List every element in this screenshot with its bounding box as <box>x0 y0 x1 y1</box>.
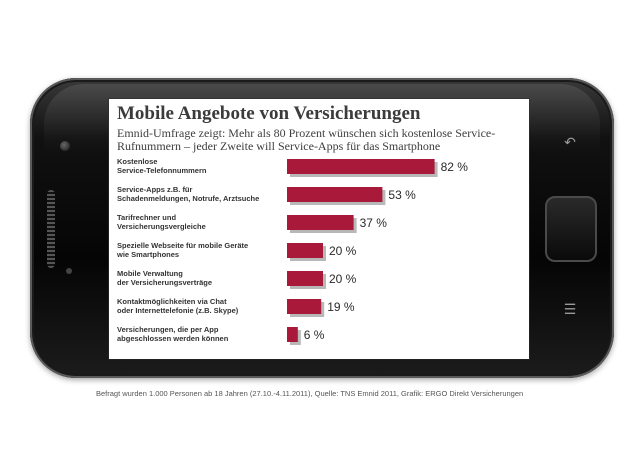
bar <box>287 327 298 342</box>
phone-screen: Mobile Angebote von Versicherungen Emnid… <box>108 98 530 360</box>
value-label: 19 % <box>327 300 355 314</box>
bar <box>287 215 354 230</box>
source-footnote: Befragt wurden 1.000 Personen ab 18 Jahr… <box>96 389 524 398</box>
category-label: Spezielle Webseite für mobile Geräte wie … <box>116 241 248 259</box>
camera-icon <box>60 141 70 151</box>
value-label: 82 % <box>441 160 469 174</box>
bar <box>287 271 323 286</box>
bar-chart: Kostenlose Service-Telefonnummern 82 % Serv… <box>116 157 469 345</box>
bar <box>287 187 383 202</box>
home-button <box>545 196 597 262</box>
category-label: Kontaktmöglichkeiten via Chat oder Intern… <box>117 297 239 315</box>
bar <box>287 243 323 258</box>
value-label: 37 % <box>360 216 388 230</box>
value-label: 20 % <box>329 244 357 258</box>
category-label: Versicherungen, die per App abgeschlossen… <box>117 325 229 343</box>
value-label: 53 % <box>388 188 416 202</box>
smartphone-frame: ↶ ☰ Mobile Angebote von Versicherungen E… <box>30 78 614 378</box>
category-label: Mobile Verwaltung der Versicherungsverträ… <box>117 269 212 287</box>
chart-subtitle: Emnid-Umfrage zeigt: Mehr als 80 Prozent… <box>117 126 496 153</box>
chart-title: Mobile Angebote von Versicherungen <box>117 103 421 124</box>
category-label: Kostenlose Service-Telefonnummern <box>117 157 207 175</box>
bar <box>287 299 322 314</box>
value-label: 6 % <box>304 328 325 342</box>
category-label: Service-Apps z.B. für Schadenmeldungen, N… <box>117 185 259 203</box>
menu-icon: ☰ <box>563 301 577 317</box>
back-icon: ↶ <box>564 134 576 150</box>
bar <box>287 159 435 174</box>
sensor-icon <box>66 268 72 274</box>
speaker-grille <box>47 190 55 268</box>
category-label: Tarifrechner und Versicherungsvergleiche <box>117 213 206 231</box>
value-label: 20 % <box>329 272 357 286</box>
